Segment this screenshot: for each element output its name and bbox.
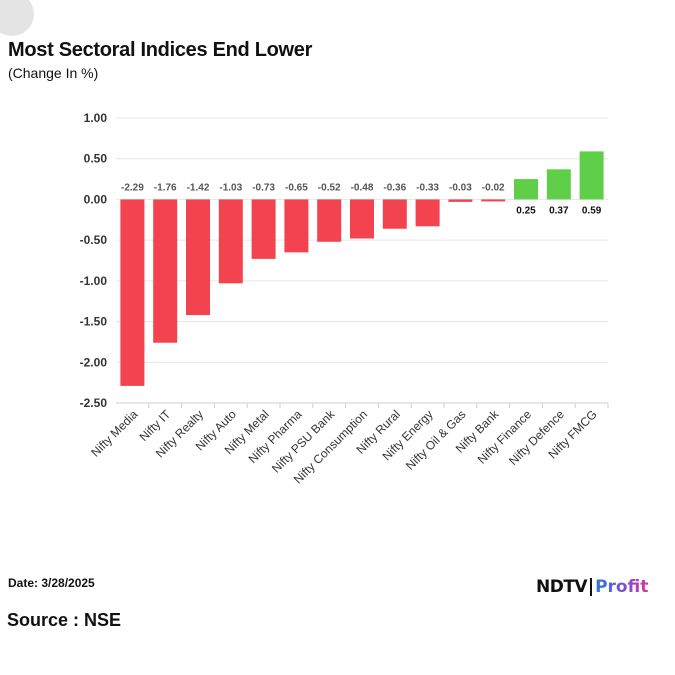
x-tick-label: Nifty Media bbox=[88, 407, 141, 460]
bar-chart: 1.00 0.50 0.00 -0.50 -1.00 -1.50 -2.00 -2.50 -2… bbox=[80, 111, 609, 486]
data-label: -1.03 bbox=[219, 182, 242, 193]
data-label: 0.59 bbox=[582, 205, 602, 216]
data-label: -0.65 bbox=[285, 182, 308, 193]
bar-nifty-rural bbox=[382, 199, 407, 229]
data-label: -2.29 bbox=[121, 182, 144, 193]
bars bbox=[120, 151, 604, 386]
bar-nifty-defence bbox=[546, 169, 571, 200]
data-label: 0.37 bbox=[549, 205, 569, 216]
logo-profit-text: Profit bbox=[595, 577, 649, 597]
data-label: -0.02 bbox=[482, 182, 505, 193]
bar-nifty-fmcg bbox=[579, 151, 604, 200]
y-tick-label: 1.00 bbox=[84, 111, 108, 125]
data-label: -1.42 bbox=[187, 182, 210, 193]
bar-nifty-pharma bbox=[284, 199, 309, 253]
data-label: 0.25 bbox=[516, 205, 536, 216]
bar-nifty-finance bbox=[514, 179, 538, 200]
y-tick-label: -1.00 bbox=[80, 274, 108, 288]
bar-nifty-metal bbox=[251, 199, 276, 259]
y-tick-label: 0.00 bbox=[84, 192, 108, 206]
data-label: -0.48 bbox=[351, 182, 374, 193]
data-label: -0.52 bbox=[318, 182, 341, 193]
data-label: -0.73 bbox=[252, 182, 275, 193]
logo-divider bbox=[590, 578, 593, 596]
bar-nifty-oil-gas bbox=[448, 199, 473, 202]
bar-nifty-auto bbox=[218, 199, 243, 284]
data-label: -0.33 bbox=[416, 182, 439, 193]
logo-ndtv-text: NDTV bbox=[536, 577, 588, 597]
bar-nifty-it bbox=[153, 199, 178, 343]
ndtv-profit-logo: NDTV Profit bbox=[536, 576, 648, 598]
chart-title: Most Sectoral Indices End Lower bbox=[8, 39, 313, 61]
data-label: -0.03 bbox=[449, 182, 472, 193]
bar-nifty-bank bbox=[481, 199, 506, 202]
bar-nifty-consumption bbox=[350, 199, 374, 239]
y-tick-label: -1.50 bbox=[80, 315, 108, 329]
date-label: Date: 3/28/2025 bbox=[8, 576, 95, 590]
data-label: -0.36 bbox=[383, 182, 406, 193]
bar-nifty-media bbox=[120, 199, 145, 386]
data-label: -1.76 bbox=[154, 182, 177, 193]
bar-nifty-psu-bank bbox=[317, 199, 342, 242]
y-tick-label: -2.00 bbox=[80, 355, 108, 369]
y-tick-label: -2.50 bbox=[80, 396, 108, 410]
y-tick-label: -0.50 bbox=[80, 233, 108, 247]
y-tick-label: 0.50 bbox=[84, 152, 108, 166]
y-axis-ticks: 1.00 0.50 0.00 -0.50 -1.00 -1.50 -2.00 -2.50 bbox=[80, 111, 108, 410]
data-labels: -2.29 -1.76 -1.42 -1.03 -0.73 -0.65 -0.52 -0.48… bbox=[121, 182, 602, 216]
source-label: Source : NSE bbox=[7, 610, 122, 630]
chart-subtitle: (Change In %) bbox=[8, 65, 99, 81]
bar-nifty-energy bbox=[415, 199, 440, 227]
bar-nifty-realty bbox=[186, 199, 210, 316]
